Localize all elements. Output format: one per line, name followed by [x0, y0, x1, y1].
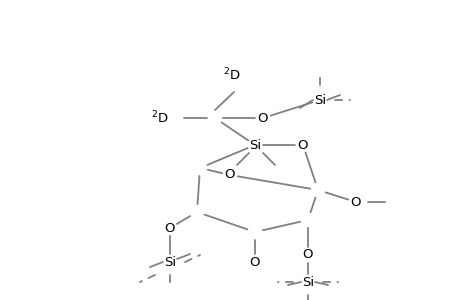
Text: O: O [249, 256, 260, 268]
Text: O: O [302, 248, 313, 262]
Text: Si: Si [248, 139, 261, 152]
Text: O: O [164, 221, 175, 235]
Text: $^2$D: $^2$D [151, 110, 168, 126]
Text: $^2$D: $^2$D [223, 67, 241, 83]
Text: Si: Si [301, 275, 313, 289]
Text: Si: Si [313, 94, 325, 106]
Text: O: O [350, 196, 360, 208]
Text: O: O [257, 112, 268, 124]
Text: O: O [297, 139, 308, 152]
Text: O: O [224, 169, 235, 182]
Text: Si: Si [163, 256, 176, 268]
